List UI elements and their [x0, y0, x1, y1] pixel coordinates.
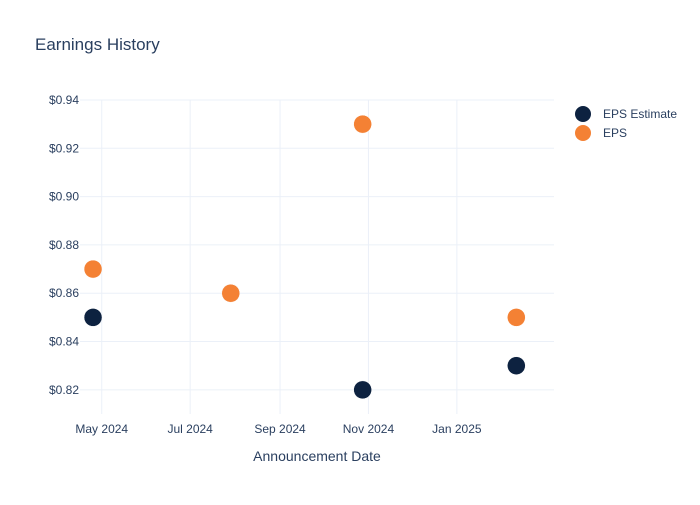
- x-tick-label: Jul 2024: [167, 422, 213, 436]
- chart-title: Earnings History: [35, 35, 160, 54]
- y-tick-label: $0.84: [49, 335, 79, 349]
- eps-point[interactable]: [221, 283, 241, 303]
- eps-estimate-point[interactable]: [507, 356, 526, 375]
- y-axis: $0.82 $0.84 $0.86 $0.88 $0.90 $0.92 $0.94: [49, 93, 79, 397]
- y-tick-label: $0.92: [49, 141, 79, 155]
- legend-label[interactable]: EPS: [603, 126, 627, 140]
- y-tick-label: $0.94: [49, 93, 79, 107]
- data-points: [83, 114, 526, 400]
- y-tick-label: $0.82: [49, 383, 79, 397]
- x-tick-label: May 2024: [75, 422, 128, 436]
- eps-point[interactable]: [353, 114, 372, 134]
- x-tick-label: Nov 2024: [343, 422, 395, 436]
- y-tick-label: $0.90: [49, 190, 79, 204]
- legend-marker-eps-estimate[interactable]: [575, 106, 591, 122]
- legend-marker-eps[interactable]: [575, 125, 591, 141]
- y-tick-label: $0.88: [49, 238, 79, 252]
- eps-point[interactable]: [83, 259, 103, 279]
- x-tick-label: Sep 2024: [254, 422, 306, 436]
- x-axis-title: Announcement Date: [253, 448, 381, 464]
- eps-estimate-point[interactable]: [83, 308, 103, 327]
- legend-label[interactable]: EPS Estimate: [603, 107, 677, 121]
- eps-point[interactable]: [507, 308, 526, 327]
- legend: EPS Estimate EPS: [575, 106, 677, 141]
- x-tick-label: Jan 2025: [432, 422, 482, 436]
- x-axis: May 2024 Jul 2024 Sep 2024 Nov 2024 Jan 2025: [75, 422, 481, 436]
- grid-lines: [80, 99, 554, 414]
- eps-estimate-point[interactable]: [353, 380, 372, 400]
- y-tick-label: $0.86: [49, 286, 79, 300]
